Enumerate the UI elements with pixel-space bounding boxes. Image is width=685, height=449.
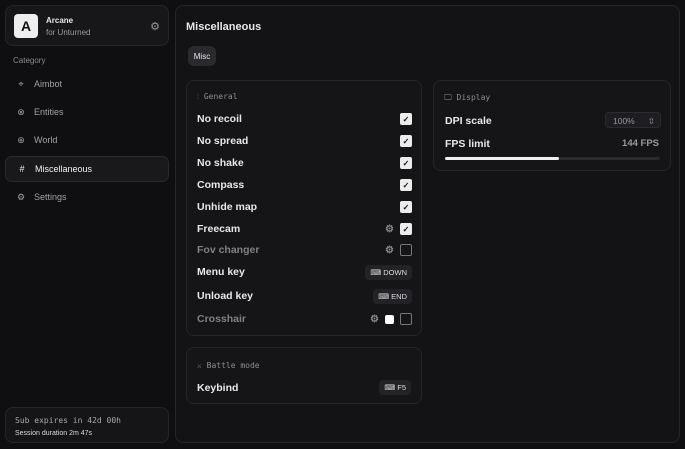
checkbox[interactable] bbox=[400, 313, 412, 325]
general-row: Unload key ⌨ END bbox=[197, 287, 412, 305]
gear-icon[interactable]: ⚙ bbox=[370, 313, 379, 325]
subscription-card: Sub expires in 42d 00h Session duration … bbox=[5, 407, 169, 443]
general-row: Fov changer ⚙ bbox=[197, 241, 412, 259]
general-row: Unhide map ✓ bbox=[197, 198, 412, 216]
sidebar-item-label: Entities bbox=[34, 107, 64, 117]
keybind-label: Keybind bbox=[197, 382, 239, 394]
battle-icon: ⚔ bbox=[197, 361, 207, 370]
battle-card: ⚔ Battle mode Keybind ⌨ F5 bbox=[186, 347, 422, 404]
fps-slider[interactable] bbox=[445, 157, 660, 160]
row-label: Fov changer bbox=[197, 244, 260, 256]
gear-icon[interactable]: ⚙ bbox=[150, 21, 160, 33]
general-row: Compass ✓ bbox=[197, 176, 412, 194]
sidebar-item-aimbot[interactable]: ⌖ Aimbot bbox=[5, 71, 169, 97]
row-label: Menu key bbox=[197, 266, 245, 278]
general-section-title: ⫶ General bbox=[197, 92, 238, 101]
monitor-icon: 🖵 bbox=[444, 93, 457, 102]
row-label: Crosshair bbox=[197, 313, 247, 325]
general-row: Menu key ⌨ DOWN bbox=[197, 263, 412, 281]
key-button[interactable]: ⌨ END bbox=[373, 288, 412, 304]
grid-icon: # bbox=[19, 164, 25, 174]
checkbox[interactable]: ✓ bbox=[400, 179, 412, 191]
row-label: Compass bbox=[197, 179, 245, 191]
sidebar-item-label: Miscellaneous bbox=[35, 164, 93, 174]
row-label: No spread bbox=[197, 135, 249, 147]
checkbox[interactable]: ✓ bbox=[400, 201, 412, 213]
general-row: No spread ✓ bbox=[197, 132, 412, 150]
sidebar-item-miscellaneous[interactable]: # Miscellaneous bbox=[5, 156, 169, 182]
dpi-scale-select[interactable]: 100% ⇳ bbox=[605, 112, 661, 128]
brand-card: A Arcane for Unturned ⚙ bbox=[5, 5, 169, 46]
keyboard-icon: ⌨ bbox=[384, 383, 398, 392]
sidebar-item-entities[interactable]: ⊗ Entities bbox=[5, 99, 169, 125]
sidebar-item-settings[interactable]: ⚙ Settings bbox=[5, 184, 169, 210]
tab-misc[interactable]: Misc bbox=[188, 46, 216, 66]
app-logo: A bbox=[14, 14, 38, 38]
category-label: Category bbox=[13, 56, 46, 65]
keyboard-icon: ⌨ bbox=[370, 267, 384, 277]
select-icon: ⇳ bbox=[647, 116, 655, 126]
row-label: No recoil bbox=[197, 113, 242, 125]
globe-icon: ⊕ bbox=[17, 134, 25, 145]
general-row: No recoil ✓ bbox=[197, 110, 412, 128]
keybind-button[interactable]: ⌨ F5 bbox=[379, 380, 411, 395]
general-row: No shake ✓ bbox=[197, 154, 412, 172]
general-row: Crosshair ⚙ bbox=[197, 310, 412, 328]
row-label: No shake bbox=[197, 157, 244, 169]
sidebar-item-label: Settings bbox=[34, 192, 67, 202]
checkbox[interactable] bbox=[400, 244, 412, 256]
row-label: Unhide map bbox=[197, 201, 258, 213]
sidebar-item-label: World bbox=[34, 135, 58, 145]
display-card: 🖵 Display DPI scale 100% ⇳ FPS limit 144 … bbox=[433, 80, 671, 171]
key-button[interactable]: ⌨ DOWN bbox=[365, 264, 412, 280]
keyboard-icon: ⌨ bbox=[378, 291, 392, 301]
crosshair-icon: ⌖ bbox=[18, 78, 24, 89]
page-title: Miscellaneous bbox=[186, 21, 262, 33]
general-row: Freecam ⚙ ✓ bbox=[197, 220, 412, 238]
fps-slider-fill[interactable] bbox=[445, 157, 559, 160]
sidebar-item-world[interactable]: ⊕ World bbox=[5, 127, 169, 153]
entities-icon: ⊗ bbox=[17, 106, 25, 117]
battle-section-title: ⚔ Battle mode bbox=[197, 361, 260, 370]
sidebar-item-label: Aimbot bbox=[34, 79, 63, 89]
sub-expiry: Sub expires in 42d 00h bbox=[15, 416, 121, 425]
checkbox[interactable]: ✓ bbox=[400, 135, 412, 147]
checkbox[interactable]: ✓ bbox=[400, 113, 412, 125]
sliders-icon: ⫶ bbox=[197, 92, 204, 101]
color-swatch[interactable] bbox=[385, 314, 394, 324]
session-duration: Session duration 2m 47s bbox=[15, 430, 93, 437]
row-label: Unload key bbox=[197, 290, 254, 302]
dpi-label: DPI scale bbox=[445, 115, 492, 127]
display-section-title: 🖵 Display bbox=[444, 93, 491, 102]
checkbox[interactable]: ✓ bbox=[400, 223, 412, 235]
app-name: Arcane bbox=[46, 16, 74, 25]
gear-icon[interactable]: ⚙ bbox=[385, 223, 394, 235]
gear-icon[interactable]: ⚙ bbox=[385, 244, 394, 256]
row-label: Freecam bbox=[197, 223, 241, 235]
fps-value: 144 FPS bbox=[622, 138, 659, 149]
app-subtitle: for Unturned bbox=[46, 28, 91, 37]
checkbox[interactable]: ✓ bbox=[400, 157, 412, 169]
gear-icon: ⚙ bbox=[16, 191, 26, 202]
fps-label: FPS limit bbox=[445, 138, 490, 150]
